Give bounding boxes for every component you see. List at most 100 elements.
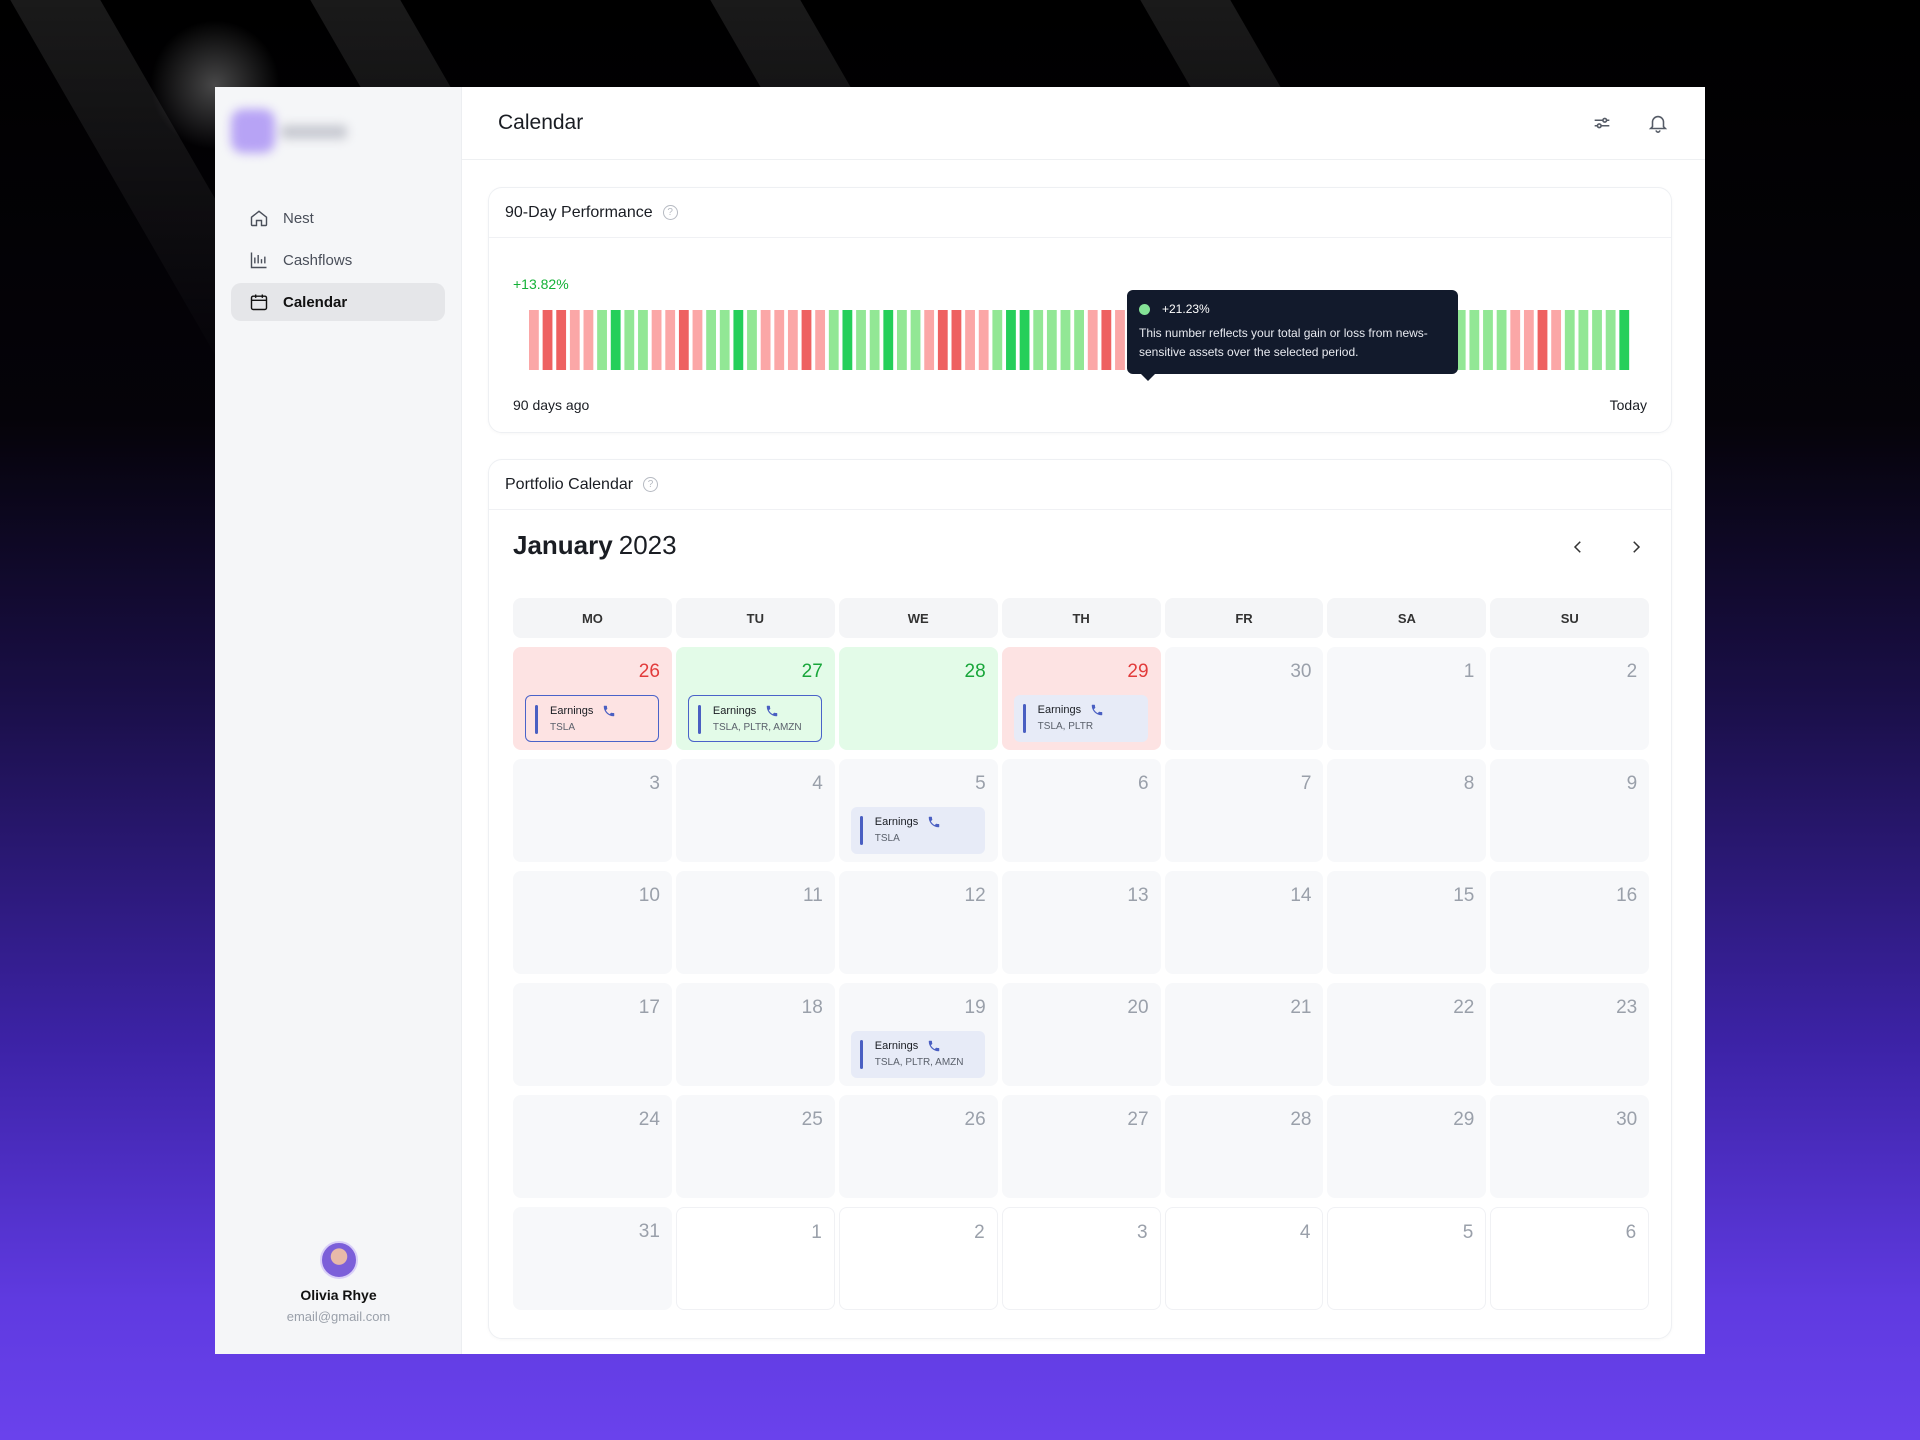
day-bar-gain-light[interactable]	[1469, 310, 1480, 370]
day-bar-loss-strong[interactable]	[678, 310, 689, 370]
day-bar-loss-strong[interactable]	[937, 310, 948, 370]
day-bar-loss-light[interactable]	[692, 310, 703, 370]
day-bar-gain-strong[interactable]	[842, 310, 853, 370]
day-bar-gain-light[interactable]	[706, 310, 716, 370]
calendar-day-cell[interactable]: 30	[1490, 1095, 1650, 1198]
calendar-day-cell[interactable]: 25	[675, 1095, 835, 1198]
day-bar-loss-strong[interactable]	[1101, 310, 1112, 370]
day-bar-loss-light[interactable]	[978, 310, 989, 370]
calendar-day-cell[interactable]: 12	[838, 871, 998, 974]
calendar-day-cell[interactable]: 14	[1164, 871, 1324, 974]
day-bar-gain-light[interactable]	[1564, 310, 1575, 370]
help-icon[interactable]: ?	[662, 205, 678, 220]
day-bar-loss-light[interactable]	[1087, 310, 1098, 370]
day-bar-loss-strong[interactable]	[951, 310, 962, 370]
day-bar-gain-light[interactable]	[1046, 310, 1057, 370]
calendar-day-cell[interactable]: 5 Earnings TSLA	[838, 759, 998, 862]
day-bar-gain-light[interactable]	[1578, 310, 1589, 370]
day-bar-loss-strong[interactable]	[542, 310, 553, 370]
calendar-day-cell[interactable]: 2	[838, 1207, 998, 1310]
day-bar-gain-strong[interactable]	[610, 310, 621, 370]
day-bar-gain-light[interactable]	[910, 310, 921, 370]
day-bar-gain-light[interactable]	[597, 310, 607, 370]
calendar-day-cell[interactable]: 26 Earnings TSLA	[513, 647, 672, 750]
day-bar-loss-light[interactable]	[1115, 310, 1125, 370]
calendar-day-cell[interactable]: 31	[513, 1207, 672, 1310]
calendar-day-cell[interactable]: 22	[1327, 983, 1487, 1086]
calendar-day-cell[interactable]: 3	[1001, 1207, 1161, 1310]
calendar-day-cell[interactable]: 28	[838, 647, 998, 750]
day-bar-loss-light[interactable]	[760, 310, 771, 370]
day-bar-gain-light[interactable]	[747, 310, 757, 370]
calendar-day-cell[interactable]: 19 Earnings TSLA, PLTR, AMZN	[838, 983, 998, 1086]
day-bar-loss-light[interactable]	[1510, 310, 1521, 370]
day-bar-gain-light[interactable]	[1060, 310, 1071, 370]
day-bar-gain-light[interactable]	[897, 310, 907, 370]
earnings-event[interactable]: Earnings TSLA, PLTR, AMZN	[687, 695, 822, 742]
chevron-left-icon[interactable]	[1569, 538, 1587, 556]
day-bar-loss-light[interactable]	[665, 310, 676, 370]
calendar-day-cell[interactable]: 21	[1164, 983, 1324, 1086]
day-bar-loss-light[interactable]	[774, 310, 785, 370]
earnings-event[interactable]: Earnings TSLA, PLTR, AMZN	[850, 1031, 985, 1078]
day-bar-gain-light[interactable]	[1605, 310, 1616, 370]
user-profile[interactable]: Olivia Rhye email@gmail.com	[215, 1241, 462, 1324]
calendar-day-cell[interactable]: 6	[1001, 759, 1161, 862]
day-bar-gain-light[interactable]	[1074, 310, 1084, 370]
sidebar-item-cashflows[interactable]: Cashflows	[231, 241, 445, 279]
calendar-day-cell[interactable]: 29 Earnings TSLA, PLTR	[1001, 647, 1161, 750]
bell-icon[interactable]	[1647, 112, 1669, 134]
day-bar-loss-light[interactable]	[787, 310, 798, 370]
day-bar-gain-light[interactable]	[1592, 310, 1602, 370]
calendar-day-cell[interactable]: 13	[1001, 871, 1161, 974]
day-bar-loss-light[interactable]	[1523, 310, 1534, 370]
calendar-day-cell[interactable]: 5	[1327, 1207, 1487, 1310]
day-bar-loss-light[interactable]	[1551, 310, 1562, 370]
day-bar-loss-strong[interactable]	[801, 310, 812, 370]
calendar-day-cell[interactable]: 10	[513, 871, 672, 974]
day-bar-gain-light[interactable]	[1455, 310, 1466, 370]
day-bar-gain-strong[interactable]	[1019, 310, 1030, 370]
calendar-day-cell[interactable]: 30	[1164, 647, 1324, 750]
sidebar-item-nest[interactable]: Nest	[231, 199, 445, 237]
chevron-right-icon[interactable]	[1627, 538, 1645, 556]
calendar-day-cell[interactable]: 26	[838, 1095, 998, 1198]
day-bar-gain-light[interactable]	[624, 310, 635, 370]
calendar-day-cell[interactable]: 11	[675, 871, 835, 974]
calendar-day-cell[interactable]: 29	[1327, 1095, 1487, 1198]
day-bar-gain-light[interactable]	[992, 310, 1003, 370]
calendar-day-cell[interactable]: 1	[1327, 647, 1487, 750]
calendar-day-cell[interactable]: 18	[675, 983, 835, 1086]
calendar-day-cell[interactable]: 1	[675, 1207, 835, 1310]
calendar-day-cell[interactable]: 7	[1164, 759, 1324, 862]
day-bar-loss-light[interactable]	[815, 310, 826, 370]
calendar-day-cell[interactable]: 27 Earnings TSLA, PLTR, AMZN	[675, 647, 835, 750]
earnings-event[interactable]: Earnings TSLA, PLTR	[1013, 695, 1148, 742]
calendar-day-cell[interactable]: 24	[513, 1095, 672, 1198]
day-bar-gain-light[interactable]	[828, 310, 839, 370]
avatar[interactable]	[319, 1241, 358, 1279]
day-bar-loss-light[interactable]	[965, 310, 975, 370]
day-bar-gain-light[interactable]	[638, 310, 648, 370]
app-logo[interactable]	[231, 103, 351, 159]
day-bar-gain-strong[interactable]	[733, 310, 744, 370]
calendar-day-cell[interactable]: 16	[1490, 871, 1650, 974]
day-bar-gain-strong[interactable]	[1006, 310, 1016, 370]
calendar-day-cell[interactable]: 23	[1490, 983, 1650, 1086]
day-bar-loss-light[interactable]	[569, 310, 580, 370]
calendar-day-cell[interactable]: 28	[1164, 1095, 1324, 1198]
calendar-day-cell[interactable]: 27	[1001, 1095, 1161, 1198]
day-bar-loss-light[interactable]	[529, 310, 539, 370]
day-bar-loss-strong[interactable]	[556, 310, 567, 370]
calendar-day-cell[interactable]: 4	[1164, 1207, 1324, 1310]
sidebar-item-calendar[interactable]: Calendar	[231, 283, 445, 321]
day-bar-gain-light[interactable]	[856, 310, 866, 370]
calendar-day-cell[interactable]: 15	[1327, 871, 1487, 974]
day-bar-gain-light[interactable]	[1033, 310, 1044, 370]
day-bar-loss-light[interactable]	[651, 310, 662, 370]
filter-sliders-icon[interactable]	[1591, 112, 1613, 134]
day-bar-gain-light[interactable]	[1483, 310, 1493, 370]
calendar-day-cell[interactable]: 2	[1490, 647, 1650, 750]
earnings-event[interactable]: Earnings TSLA	[850, 807, 985, 854]
day-bar-loss-strong[interactable]	[1537, 310, 1548, 370]
